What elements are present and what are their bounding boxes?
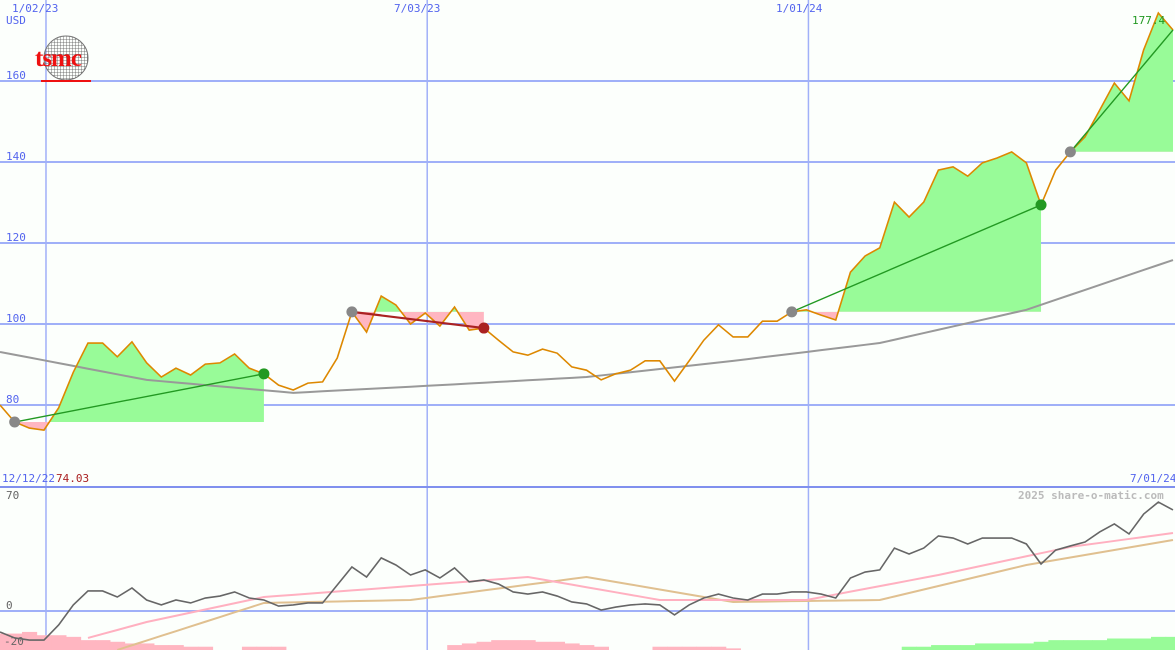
histogram-bar [725,648,741,650]
trend-start-marker [9,416,21,428]
histogram-bar [593,646,609,650]
slow-signal-line [116,539,1174,650]
histogram-bar [124,643,140,650]
trend-end-marker [1035,199,1047,211]
histogram-bar [491,640,507,650]
histogram-bar [652,646,668,650]
histogram-bar [931,645,947,650]
histogram-bar [271,646,287,650]
y-tick-label: 140 [6,150,26,163]
osc-tick-label: -20 [4,635,24,648]
trend-line [351,310,484,330]
fast-signal-line [87,531,1174,639]
histogram-bar [1033,641,1049,650]
oscillator-line [0,501,1174,641]
histogram-bar [945,645,961,650]
histogram-bar [1004,643,1020,650]
histogram-bar [564,643,580,650]
trend-line [791,204,1042,313]
histogram-bar [461,643,478,650]
histogram-bar [549,641,566,650]
histogram-bar [168,645,184,650]
trend-start-marker [786,306,798,318]
histogram-bar [535,641,551,650]
x-tick-label: 1/01/24 [776,2,823,15]
x-tick-label: 1/02/23 [12,2,59,15]
histogram-bar [80,640,96,650]
histogram-bar [505,640,522,650]
x-tick-label: 7/03/23 [394,2,441,15]
histogram-bar [153,645,170,650]
histogram-bar [1077,640,1093,650]
logo-text: tsmc [35,45,82,72]
histogram-bar [51,635,67,650]
y-tick-label: 160 [6,69,26,82]
histogram-bar [1092,640,1108,650]
histogram-bar [1165,636,1175,650]
price-line [0,11,1174,431]
trend-end-marker [258,368,270,380]
start-date-label: 12/12/22 [2,472,55,485]
trend-start-marker [346,306,358,318]
gain-area [791,151,1042,312]
histogram-bar [476,641,492,650]
y-axis-unit: USD [6,14,26,27]
histogram-bar [1063,640,1079,650]
gain-area [351,296,484,312]
histogram-bar [256,646,272,650]
histogram-bar [447,645,463,650]
osc-tick-label: 0 [6,599,13,612]
histogram-bar [1019,643,1035,650]
y-tick-label: 100 [6,312,26,325]
histogram-bar [0,633,8,650]
histogram-bar [579,645,595,650]
y-tick-label: 80 [6,393,20,406]
histogram-bar [901,646,917,650]
histogram-bar [95,640,111,650]
gain-area [14,341,264,423]
watermark: 2025 share-o-matic.com [1018,489,1164,502]
moving-average-line [0,259,1174,394]
histogram-bar [1151,636,1167,650]
histogram-bar [916,646,932,650]
histogram-bar [109,641,126,650]
loss-area [791,311,1042,320]
end-date-label: 7/01/24 [1130,472,1175,485]
histogram-bar [1107,638,1123,650]
histogram-bar [183,646,199,650]
start-price-label: 74.03 [56,472,90,485]
histogram-bar [1121,638,1137,650]
trend-line [14,373,265,423]
y-tick-label: 120 [6,231,26,244]
histogram-bar [36,635,52,650]
histogram-bar [667,646,683,650]
histogram-bar [241,646,258,650]
last-price-label: 177.4 [1132,14,1166,27]
trend-start-marker [1064,146,1076,158]
histogram-bar [65,636,82,650]
histogram-bar [1136,638,1152,650]
histogram-bar [711,646,727,650]
trend-end-marker [478,322,490,334]
histogram-bar [960,645,976,650]
histogram-bar [197,646,214,650]
histogram-bar [7,633,23,650]
histogram-bar [975,643,991,650]
gain-area [1070,12,1173,152]
histogram-bar [696,646,712,650]
histogram-bar [139,643,155,650]
histogram-bar [1048,640,1064,650]
histogram-bar [989,643,1005,650]
histogram-bar [520,640,536,650]
histogram-bar [21,631,38,650]
trend-line [1069,29,1174,153]
histogram-bar [681,646,697,650]
osc-tick-label: 70 [6,489,20,502]
